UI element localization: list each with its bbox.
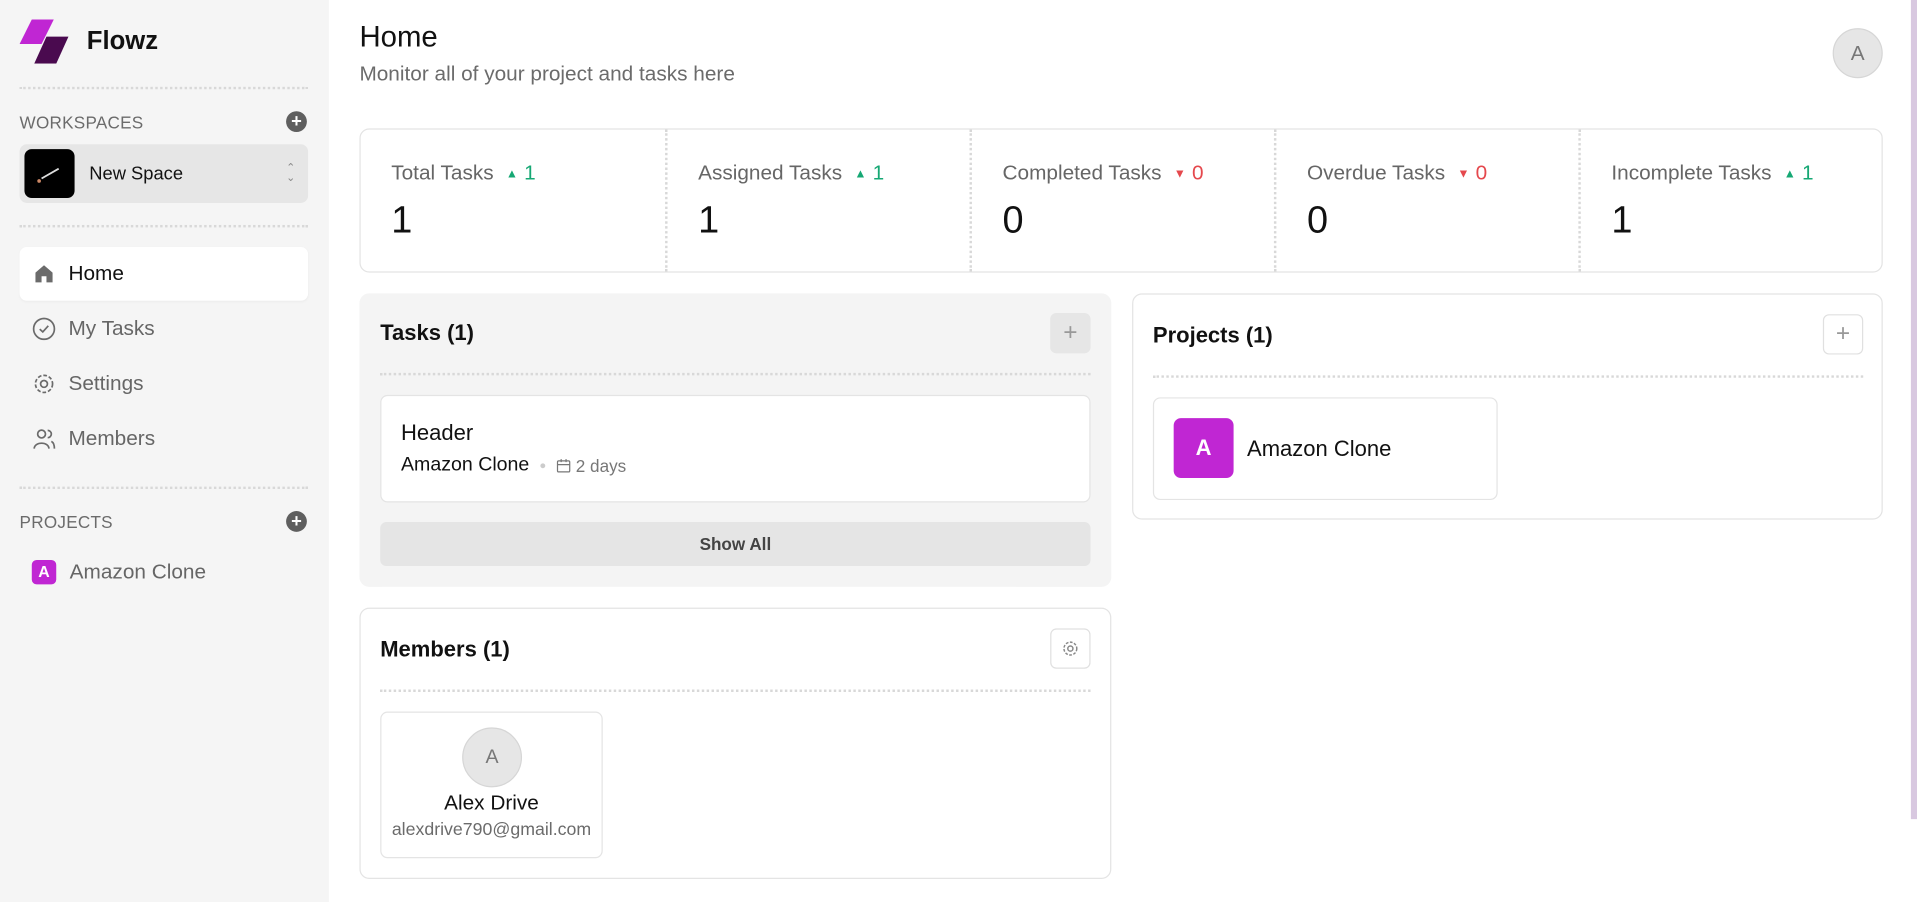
page-title: Home [359, 20, 438, 54]
members-title: Members (1) [380, 636, 510, 662]
task-project: Amazon Clone [401, 454, 530, 476]
user-avatar[interactable]: A [1832, 28, 1883, 79]
stat-value: 1 [391, 198, 413, 241]
workspaces-label: WORKSPACES [19, 112, 144, 133]
tasks-card: Tasks (1) + Header Amazon Clone 2 days S… [359, 293, 1112, 587]
stat-change: ▲ 1 [1784, 161, 1814, 184]
check-circle-icon [32, 317, 56, 341]
sidebar-item-label: Members [68, 426, 156, 450]
stat-change-value: 1 [872, 161, 885, 185]
sidebar-item-label: My Tasks [68, 316, 155, 340]
workspace-selector[interactable]: New Space ⌃ ⌄ [19, 144, 309, 203]
members-settings-button[interactable] [1050, 628, 1091, 669]
arrow-down-icon: ▼ [1173, 167, 1186, 181]
project-badge: A [31, 559, 57, 585]
separator-dot [540, 463, 546, 469]
sidebar-item-label: Home [68, 261, 124, 285]
member-avatar: A [462, 727, 523, 788]
project-badge: A [1173, 418, 1234, 479]
sidebar-item-home[interactable]: Home [19, 246, 309, 301]
chevron-up-down-icon: ⌃ ⌄ [286, 161, 296, 184]
task-due: 2 days [575, 456, 627, 476]
stat-value: 1 [698, 198, 720, 241]
projects-title: Projects (1) [1152, 322, 1273, 348]
stat-completed-tasks: Completed Tasks ▼ 0 0 [969, 129, 1274, 272]
add-project-button[interactable]: + [286, 511, 307, 532]
workspace-image [24, 149, 75, 199]
stat-value: 1 [1611, 198, 1633, 241]
scrollbar[interactable] [1910, 0, 1917, 820]
sidebar-item-label: Settings [68, 371, 144, 395]
stat-change: ▲ 1 [506, 161, 536, 184]
app-name: Flowz [86, 26, 159, 56]
stat-change-value: 1 [524, 161, 536, 185]
member-name: Alex Drive [444, 791, 539, 815]
divider [19, 486, 309, 490]
task-title: Header [401, 420, 474, 446]
stat-change: ▼ 0 [1174, 161, 1204, 184]
projects-card: Projects (1) + A Amazon Clone [1132, 293, 1883, 520]
member-email: alexdrive790@gmail.com [391, 820, 592, 840]
divider [19, 86, 309, 90]
sidebar-item-settings[interactable]: Settings [20, 357, 309, 411]
stat-value: 0 [1306, 198, 1329, 241]
sidebar-item-members[interactable]: Members [20, 412, 309, 466]
show-all-button[interactable]: Show All [380, 522, 1091, 567]
gear-icon [1063, 641, 1078, 656]
tasks-title: Tasks (1) [380, 320, 474, 345]
arrow-up-icon: ▲ [505, 167, 518, 181]
sidebar: Flowz WORKSPACES + New Space ⌃ ⌄ Home My … [0, 0, 329, 902]
stat-label: Total Tasks [391, 161, 494, 185]
stat-value: 0 [1002, 198, 1024, 241]
stat-overdue-tasks: Overdue Tasks ▼ 0 0 [1273, 129, 1578, 272]
member-item[interactable]: A Alex Drive alexdrive790@gmail.com [380, 711, 603, 859]
project-name: Amazon Clone [1247, 436, 1392, 461]
divider [380, 372, 1091, 376]
arrow-up-icon: ▲ [1783, 167, 1796, 181]
sidebar-item-my-tasks[interactable]: My Tasks [20, 302, 309, 356]
plus-icon: + [1063, 319, 1078, 346]
stat-change: ▲ 1 [854, 161, 884, 184]
page-subtitle: Monitor all of your project and tasks he… [359, 62, 735, 86]
projects-label: PROJECTS [19, 512, 113, 532]
stat-incomplete-tasks: Incomplete Tasks ▲ 1 1 [1578, 129, 1882, 272]
stat-change-value: 1 [1802, 161, 1814, 185]
stat-change-value: 0 [1475, 161, 1488, 185]
project-item[interactable]: A Amazon Clone [1152, 397, 1498, 501]
project-name: Amazon Clone [69, 559, 207, 584]
stat-label: Completed Tasks [1002, 161, 1162, 185]
stat-change-value: 0 [1192, 161, 1204, 185]
stat-change: ▼ 0 [1457, 161, 1487, 184]
divider [1152, 375, 1864, 378]
gear-icon [34, 374, 54, 394]
flowz-logo[interactable] [19, 19, 81, 70]
stats-card: Total Tasks ▲ 1 1 Assigned Tasks ▲ 1 1 Completed… [359, 128, 1883, 273]
home-icon [35, 265, 53, 283]
members-card: Members (1) A Alex Drive alexdrive790@gm… [359, 607, 1112, 880]
workspace-name: New Space [89, 163, 184, 185]
divider [19, 224, 309, 228]
calendar-icon [556, 459, 571, 473]
stat-assigned-tasks: Assigned Tasks ▲ 1 1 [665, 129, 969, 272]
stat-label: Assigned Tasks [698, 161, 843, 185]
stat-total-tasks: Total Tasks ▲ 1 1 [361, 130, 665, 272]
sidebar-project-amazon-clone[interactable]: A Amazon Clone [20, 556, 309, 588]
add-workspace-button[interactable]: + [286, 111, 307, 133]
stat-label: Incomplete Tasks [1611, 161, 1772, 185]
task-item[interactable]: Header Amazon Clone 2 days [380, 394, 1091, 503]
users-icon [33, 429, 56, 449]
arrow-up-icon: ▲ [854, 167, 867, 181]
add-project-card-button[interactable]: + [1822, 314, 1864, 355]
add-task-button[interactable]: + [1050, 312, 1091, 354]
plus-icon: + [1835, 320, 1851, 348]
divider [380, 689, 1091, 692]
stat-label: Overdue Tasks [1306, 161, 1446, 185]
arrow-down-icon: ▼ [1457, 167, 1470, 181]
